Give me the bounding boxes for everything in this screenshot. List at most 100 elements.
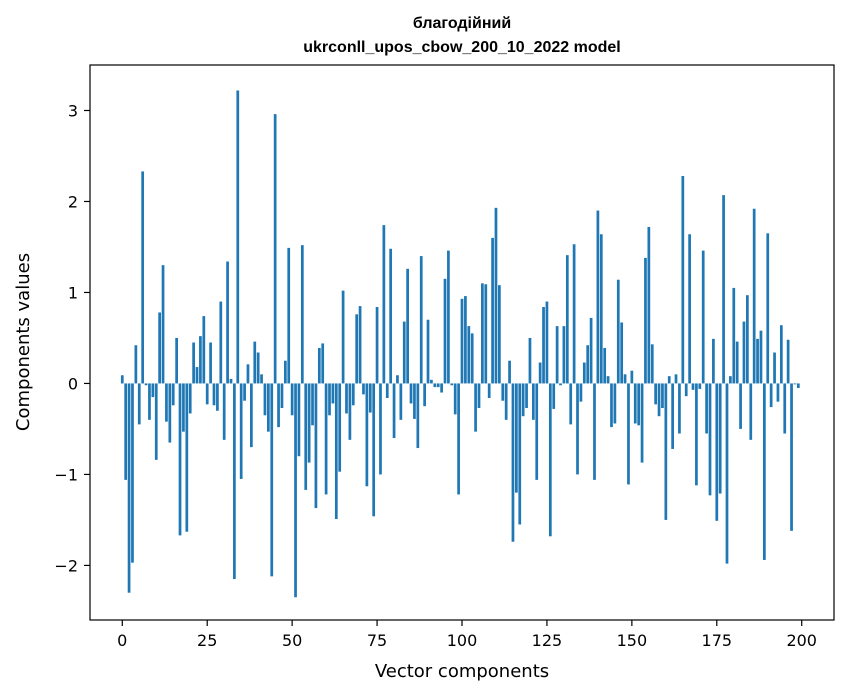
bar: [246, 364, 250, 384]
bar: [300, 245, 304, 384]
x-tick-label: 125: [532, 631, 563, 650]
bar: [154, 383, 158, 460]
bar: [287, 247, 291, 384]
bar: [582, 362, 586, 384]
bar: [402, 321, 406, 384]
bar: [389, 248, 393, 384]
bar: [409, 383, 413, 404]
bar: [521, 383, 525, 417]
bar: [338, 383, 342, 472]
bar: [263, 383, 267, 416]
bar: [664, 383, 668, 520]
bar: [627, 383, 630, 485]
bar: [450, 383, 454, 386]
bar: [586, 345, 590, 384]
bar: [467, 326, 471, 384]
bar: [623, 374, 627, 384]
y-axis-label: Components values: [13, 253, 34, 431]
bar: [124, 383, 128, 480]
bar: [481, 283, 484, 384]
bar: [447, 250, 450, 384]
bar: [667, 376, 671, 384]
bar: [484, 284, 488, 384]
bar: [331, 383, 335, 404]
y-axis: −2 −1 0 1 2 3: [54, 101, 90, 575]
bar: [793, 383, 797, 385]
bar: [698, 383, 702, 389]
bar: [763, 383, 766, 560]
bar: [199, 336, 202, 384]
x-tick-label: 200: [786, 631, 817, 650]
bar: [351, 383, 355, 406]
bar: [464, 296, 467, 384]
bar: [616, 279, 620, 384]
bar: [399, 383, 403, 420]
bar: [684, 383, 688, 397]
bar: [372, 383, 376, 517]
bar: [413, 383, 416, 419]
bar: [661, 383, 664, 409]
bar: [423, 383, 426, 407]
chart-subtitle: ukrconll_upos_cbow_200_10_2022 model: [303, 39, 620, 56]
bar: [419, 256, 423, 384]
bar: [433, 383, 437, 388]
bar: [759, 330, 763, 384]
bar: [175, 337, 178, 384]
y-tick-label: −1: [54, 465, 78, 484]
bar: [769, 383, 773, 408]
x-axis-label: Vector components: [375, 661, 549, 682]
bar: [161, 265, 165, 384]
bar: [440, 383, 443, 393]
chart-title: благодійний: [413, 15, 511, 32]
bar: [260, 374, 263, 384]
bar: [725, 383, 729, 564]
bar: [182, 383, 185, 432]
bar: [127, 383, 131, 593]
bar: [671, 383, 674, 449]
bar: [334, 383, 338, 520]
bar: [134, 345, 138, 384]
bar: [681, 176, 685, 384]
bar: [436, 383, 440, 388]
bar: [219, 301, 223, 384]
bar: [453, 383, 457, 415]
bar: [253, 341, 257, 384]
bar: [705, 383, 708, 434]
bar: [470, 333, 474, 384]
bar: [379, 383, 382, 475]
bar: [776, 383, 780, 402]
bar: [239, 383, 243, 479]
bar: [606, 376, 610, 384]
bar: [732, 287, 736, 384]
x-tick-label: 25: [197, 631, 217, 650]
bar: [202, 316, 206, 384]
bar: [674, 374, 678, 384]
bar: [474, 383, 477, 432]
bar: [511, 383, 515, 542]
bar: [229, 378, 233, 384]
bar: [576, 383, 579, 475]
bar: [569, 383, 573, 425]
bar: [766, 233, 770, 384]
bar: [209, 342, 212, 384]
bar: [236, 90, 240, 384]
bars-group: [120, 90, 800, 598]
bar: [151, 383, 155, 398]
bar: [243, 383, 246, 401]
bar: [171, 383, 175, 406]
bar: [647, 226, 651, 384]
bar: [735, 341, 739, 384]
bar: [348, 383, 352, 440]
bar: [226, 261, 229, 384]
bar: [515, 383, 518, 493]
bar: [773, 352, 776, 384]
bar: [137, 383, 141, 425]
bar: [599, 234, 603, 384]
bar: [739, 383, 742, 429]
x-tick-label: 0: [117, 631, 127, 650]
x-tick-label: 175: [702, 631, 733, 650]
bar: [498, 285, 501, 384]
bar: [593, 383, 596, 480]
y-tick-label: 0: [68, 374, 78, 393]
bar: [443, 278, 447, 384]
